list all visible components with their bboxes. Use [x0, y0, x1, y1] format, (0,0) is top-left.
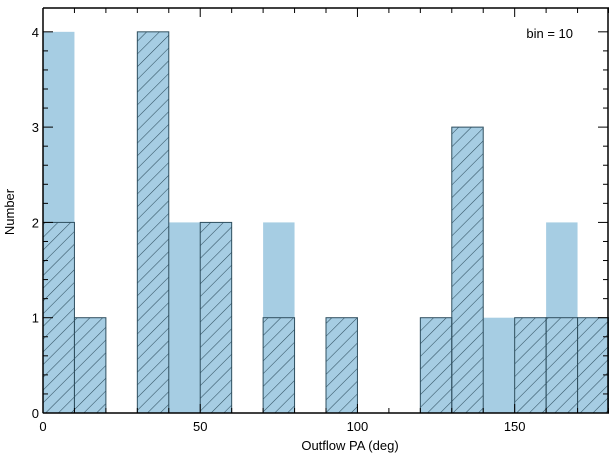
hatched-bar — [262, 317, 296, 414]
hatched-bar — [199, 221, 233, 414]
hatched-bar — [73, 317, 107, 414]
x-tick-label: 150 — [504, 419, 526, 434]
x-axis-title: Outflow PA (deg) — [301, 438, 398, 453]
hatched-bar — [325, 317, 358, 414]
x-tick-label: 0 — [39, 419, 46, 434]
hatched-bar — [451, 126, 484, 414]
solid-bar — [168, 222, 201, 413]
y-tick-label: 3 — [32, 120, 39, 135]
bin-annotation: bin = 10 — [526, 26, 573, 41]
y-axis-title: Number — [2, 188, 17, 235]
hatched-bar — [577, 317, 609, 414]
hatched-bar — [514, 317, 547, 414]
x-tick-label: 50 — [193, 419, 207, 434]
x-tick-label: 100 — [347, 419, 369, 434]
hatched-bar — [419, 317, 453, 414]
y-tick-label: 0 — [32, 406, 39, 421]
hatched-bar — [545, 317, 579, 414]
solid-bar — [483, 317, 515, 413]
y-tick-label: 2 — [32, 215, 39, 230]
y-tick-label: 1 — [32, 311, 39, 326]
y-tick-label: 4 — [32, 25, 39, 40]
hatched-bar — [136, 31, 170, 414]
ticks: 0 50 100 150 0 1 2 3 4 — [32, 8, 609, 434]
hatched-bars — [42, 31, 609, 414]
